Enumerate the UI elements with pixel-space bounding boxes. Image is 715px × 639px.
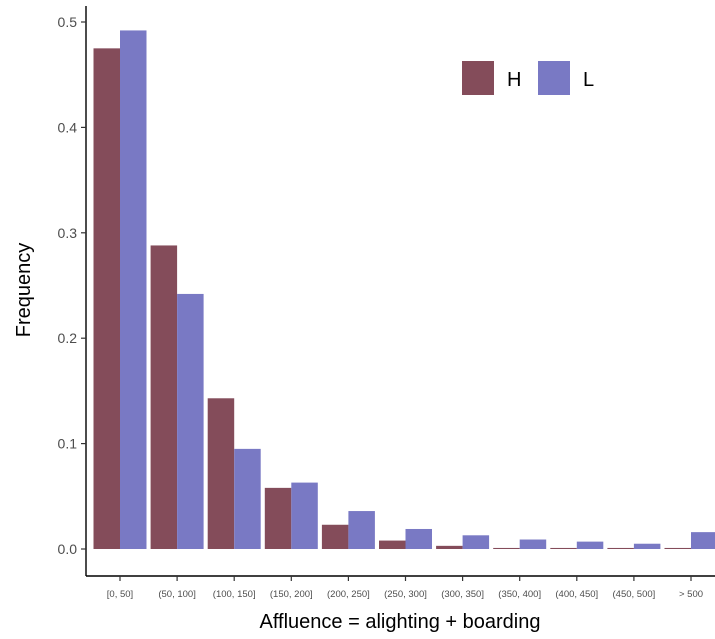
y-axis-title: Frequency bbox=[13, 243, 35, 338]
legend-swatch-l bbox=[538, 61, 570, 95]
y-tick-label: 0.5 bbox=[58, 14, 78, 30]
legend-swatch-h bbox=[462, 61, 494, 95]
bar-l bbox=[234, 448, 261, 549]
legend-label-l: L bbox=[583, 69, 594, 91]
bar-h bbox=[379, 540, 406, 549]
y-tick-label: 0.2 bbox=[58, 330, 78, 346]
x-axis-title: Affluence = alighting + boarding bbox=[260, 611, 541, 633]
bar-h bbox=[493, 547, 520, 549]
x-axis: [0, 50] (50, 100] (100, 150] (150, 200] (200… bbox=[86, 575, 715, 600]
bar-l bbox=[633, 543, 661, 549]
y-tick-label: 0.0 bbox=[58, 541, 78, 557]
bar-l bbox=[519, 539, 547, 549]
y-tick-label: 0.3 bbox=[58, 225, 78, 241]
legend-label-h: H bbox=[507, 69, 521, 91]
bar-h bbox=[207, 398, 235, 549]
x-tick-label: (250, 300] bbox=[384, 589, 427, 600]
bar-h bbox=[150, 245, 178, 549]
y-tick-label: 0.1 bbox=[58, 436, 78, 452]
bar-l bbox=[291, 482, 318, 549]
bar-l bbox=[691, 532, 715, 549]
x-tick-label: > 500 bbox=[679, 589, 703, 600]
bar-h bbox=[264, 487, 292, 549]
bar-h bbox=[93, 48, 120, 549]
x-tick-label: (350, 400] bbox=[498, 589, 541, 600]
bars bbox=[93, 30, 715, 549]
x-tick-label: (150, 200] bbox=[270, 589, 313, 600]
bar-l bbox=[120, 30, 147, 549]
x-tick-label: (100, 150] bbox=[213, 589, 256, 600]
x-tick-label: (200, 250] bbox=[327, 589, 370, 600]
bar-h bbox=[436, 545, 463, 549]
bar-h bbox=[550, 547, 577, 549]
bar-l bbox=[405, 528, 432, 549]
x-tick-label: (450, 500] bbox=[613, 589, 656, 600]
x-tick-label: (50, 100] bbox=[158, 589, 196, 600]
x-tick-label: [0, 50] bbox=[107, 589, 133, 600]
x-tick-label: (400, 450] bbox=[555, 589, 598, 600]
y-axis: 0.0 0.1 0.2 0.3 0.4 0.5 bbox=[58, 6, 87, 576]
bar-l bbox=[177, 293, 204, 549]
bar-l bbox=[462, 535, 490, 549]
bar-h bbox=[321, 524, 349, 549]
bar-l bbox=[576, 541, 604, 549]
y-tick-label: 0.4 bbox=[58, 119, 78, 135]
bar-h bbox=[607, 547, 634, 549]
x-tick-label: (300, 350] bbox=[441, 589, 484, 600]
bar-l bbox=[348, 511, 375, 549]
bar-h bbox=[664, 547, 691, 549]
